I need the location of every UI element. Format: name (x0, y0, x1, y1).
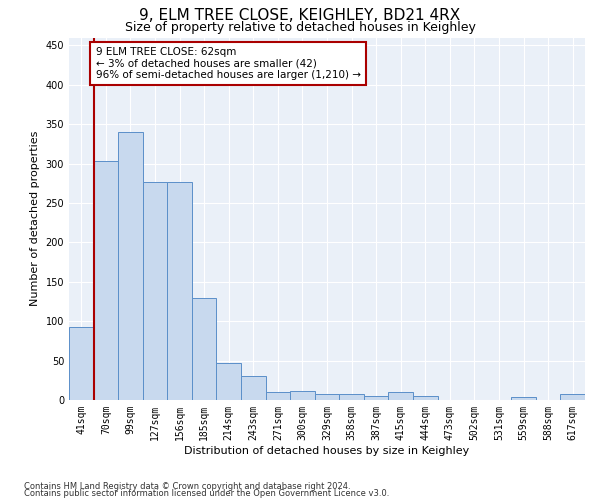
Bar (167, 182, 192, 400)
Bar (560, 394, 585, 400)
Bar (192, 298, 217, 400)
Bar (364, 396, 388, 400)
Y-axis label: Number of detached properties: Number of detached properties (30, 131, 40, 306)
Bar (266, 392, 290, 400)
Text: Contains public sector information licensed under the Open Government Licence v3: Contains public sector information licen… (24, 489, 389, 498)
Bar (315, 394, 339, 400)
Bar (241, 376, 266, 400)
Text: 9, ELM TREE CLOSE, KEIGHLEY, BD21 4RX: 9, ELM TREE CLOSE, KEIGHLEY, BD21 4RX (139, 8, 461, 22)
Bar (290, 392, 315, 400)
Bar (413, 396, 437, 400)
Text: Size of property relative to detached houses in Keighley: Size of property relative to detached ho… (125, 21, 475, 34)
Bar (511, 397, 536, 400)
Bar (143, 182, 167, 400)
X-axis label: Distribution of detached houses by size in Keighley: Distribution of detached houses by size … (184, 446, 470, 456)
Text: Contains HM Land Registry data © Crown copyright and database right 2024.: Contains HM Land Registry data © Crown c… (24, 482, 350, 491)
Bar (217, 363, 241, 400)
Bar (69, 326, 94, 400)
Bar (339, 394, 364, 400)
Text: 9 ELM TREE CLOSE: 62sqm
← 3% of detached houses are smaller (42)
96% of semi-det: 9 ELM TREE CLOSE: 62sqm ← 3% of detached… (95, 47, 361, 80)
Bar (388, 392, 413, 400)
Bar (94, 161, 118, 400)
Bar (118, 132, 143, 400)
